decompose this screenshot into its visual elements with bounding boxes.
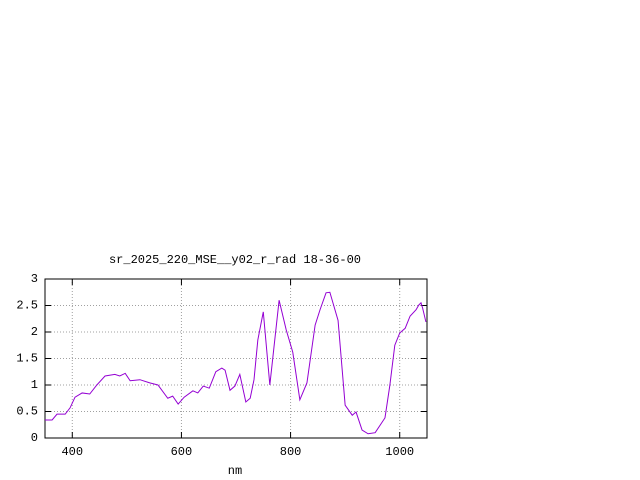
plot-border (44, 278, 428, 439)
y-tick-label: 1 (31, 378, 38, 392)
y-tick-label: 3 (31, 272, 38, 286)
y-tick-label: 0.5 (16, 405, 38, 419)
y-tick-label: 1.5 (16, 352, 38, 366)
x-tick-label: 600 (171, 445, 193, 459)
chart-title: sr_2025_220_MSE__y02_r_rad 18-36-00 (109, 253, 361, 267)
x-tick-label: 400 (61, 445, 83, 459)
y-tick-label: 2.5 (16, 299, 38, 313)
data-line (45, 291, 427, 435)
x-tick-label: 1000 (385, 445, 414, 459)
x-axis-label: nm (228, 464, 242, 478)
y-tick-label: 0 (31, 431, 38, 445)
y-tick-label: 2 (31, 325, 38, 339)
x-tick-label: 800 (280, 445, 302, 459)
